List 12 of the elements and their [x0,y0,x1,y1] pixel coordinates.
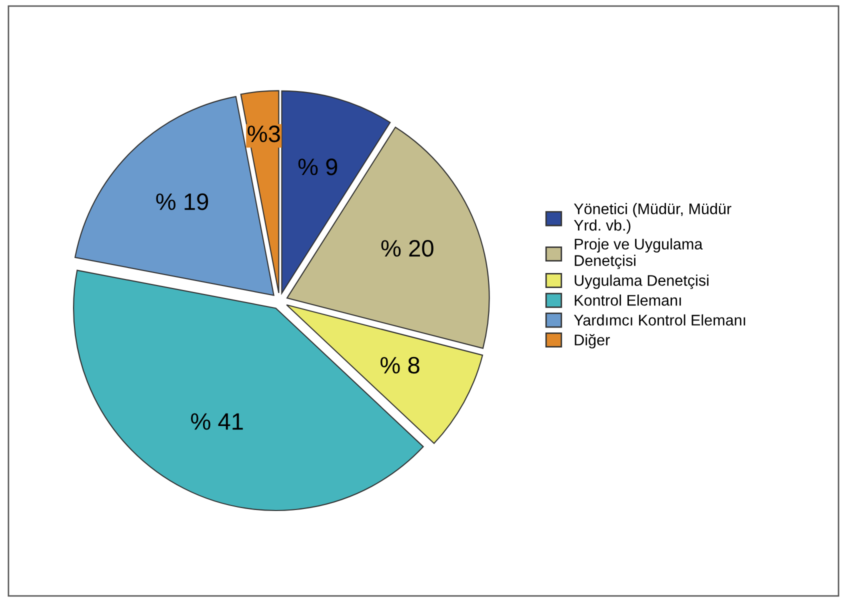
data-label: % 20 [381,240,434,257]
legend-label: Diğer [574,334,610,348]
data-label: % 41 [191,413,243,430]
legend-label: Kontrol Elemanı [574,294,681,306]
data-label: %3 [248,125,280,142]
legend-label: Proje ve Uygulama Denetçisi [574,238,703,270]
legend-label: Uygulama Denetçisi [574,274,708,289]
legend-label: Yardımcı Kontrol Elemanı [574,314,746,326]
data-label: % 9 [298,158,338,176]
legend-label: Yönetici (Müdür, Müdür Yrd. vb.) [574,203,732,234]
data-label: % 19 [156,193,208,210]
data-label: % 8 [380,356,420,374]
